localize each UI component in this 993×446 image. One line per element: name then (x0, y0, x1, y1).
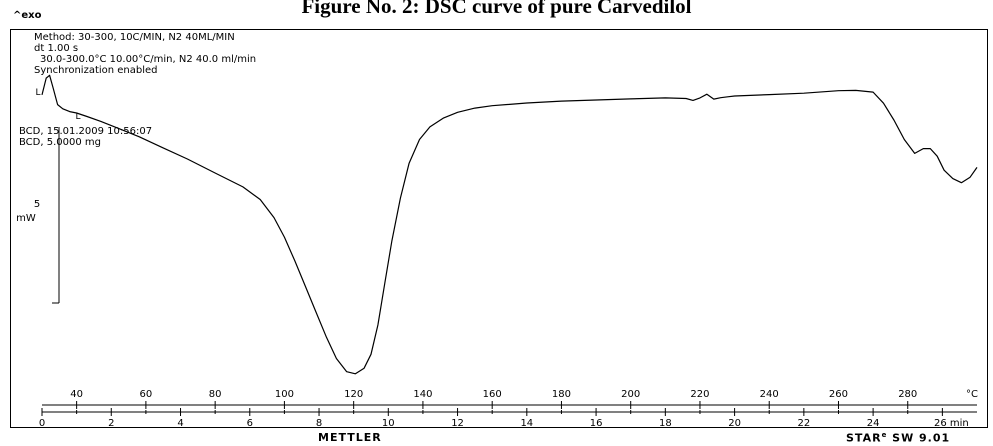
temperature-tick-label: 180 (552, 389, 571, 400)
sample-mass-text: BCD, 5.0000 mg (19, 137, 101, 148)
temperature-tick-label: 240 (760, 389, 779, 400)
scale-bar-value: 5 (34, 199, 40, 210)
mettler-brand: METTLER (318, 431, 382, 444)
software-mark: e (881, 431, 888, 439)
method-text: Method: 30-300, 10C/MIN, N2 40ML/MIN (34, 32, 235, 43)
time-tick-label: 16 (590, 418, 603, 429)
plot-frame (10, 29, 988, 428)
time-tick-label: 18 (659, 418, 672, 429)
exo-direction-label: ^exo (13, 10, 42, 21)
temperature-tick-label: 260 (829, 389, 848, 400)
time-tick-label: 14 (520, 418, 533, 429)
time-tick-label: 12 (451, 418, 464, 429)
temperature-tick-label: 160 (483, 389, 502, 400)
time-tick-label: 6 (247, 418, 253, 429)
time-tick-label: 8 (316, 418, 322, 429)
temperature-tick-label: 140 (413, 389, 432, 400)
segment-text: 30.0-300.0°C 10.00°C/min, N2 40.0 ml/min (40, 54, 257, 65)
temperature-tick-label: 120 (344, 389, 363, 400)
temperature-tick-label: 80 (209, 389, 222, 400)
temperature-tick-label: 220 (690, 389, 709, 400)
temperature-tick-label: 40 (70, 389, 83, 400)
time-unit-label: 26 min (934, 418, 969, 429)
time-tick-label: 20 (728, 418, 741, 429)
sample-date-text: BCD, 15.01.2009 10:56:07 (19, 126, 153, 137)
scale-bar-unit: mW (16, 213, 36, 224)
software-name: STAR (846, 431, 882, 445)
time-tick-label: 24 (867, 418, 880, 429)
time-tick-label: 2 (108, 418, 114, 429)
temperature-tick-label: 280 (898, 389, 917, 400)
temperature-tick-label: 100 (275, 389, 294, 400)
temperature-unit-label: °C (966, 389, 978, 400)
limit-marker-right: L (75, 112, 80, 122)
software-version-number: SW 9.01 (887, 431, 951, 445)
temperature-tick-label: 60 (140, 389, 153, 400)
time-tick-label: 0 (39, 418, 45, 429)
time-tick-label: 10 (382, 418, 395, 429)
sync-text: Synchronization enabled (34, 65, 158, 76)
dsc-curve (41, 74, 978, 375)
dt-text: dt 1.00 s (34, 43, 79, 54)
time-tick-label: 4 (177, 418, 183, 429)
temperature-tick-label: 200 (621, 389, 640, 400)
software-version: STARe SW 9.01 (846, 431, 950, 445)
limit-marker-left: L (35, 88, 40, 98)
time-tick-label: 22 (797, 418, 810, 429)
figure-title: Figure No. 2: DSC curve of pure Carvedil… (301, 0, 692, 18)
